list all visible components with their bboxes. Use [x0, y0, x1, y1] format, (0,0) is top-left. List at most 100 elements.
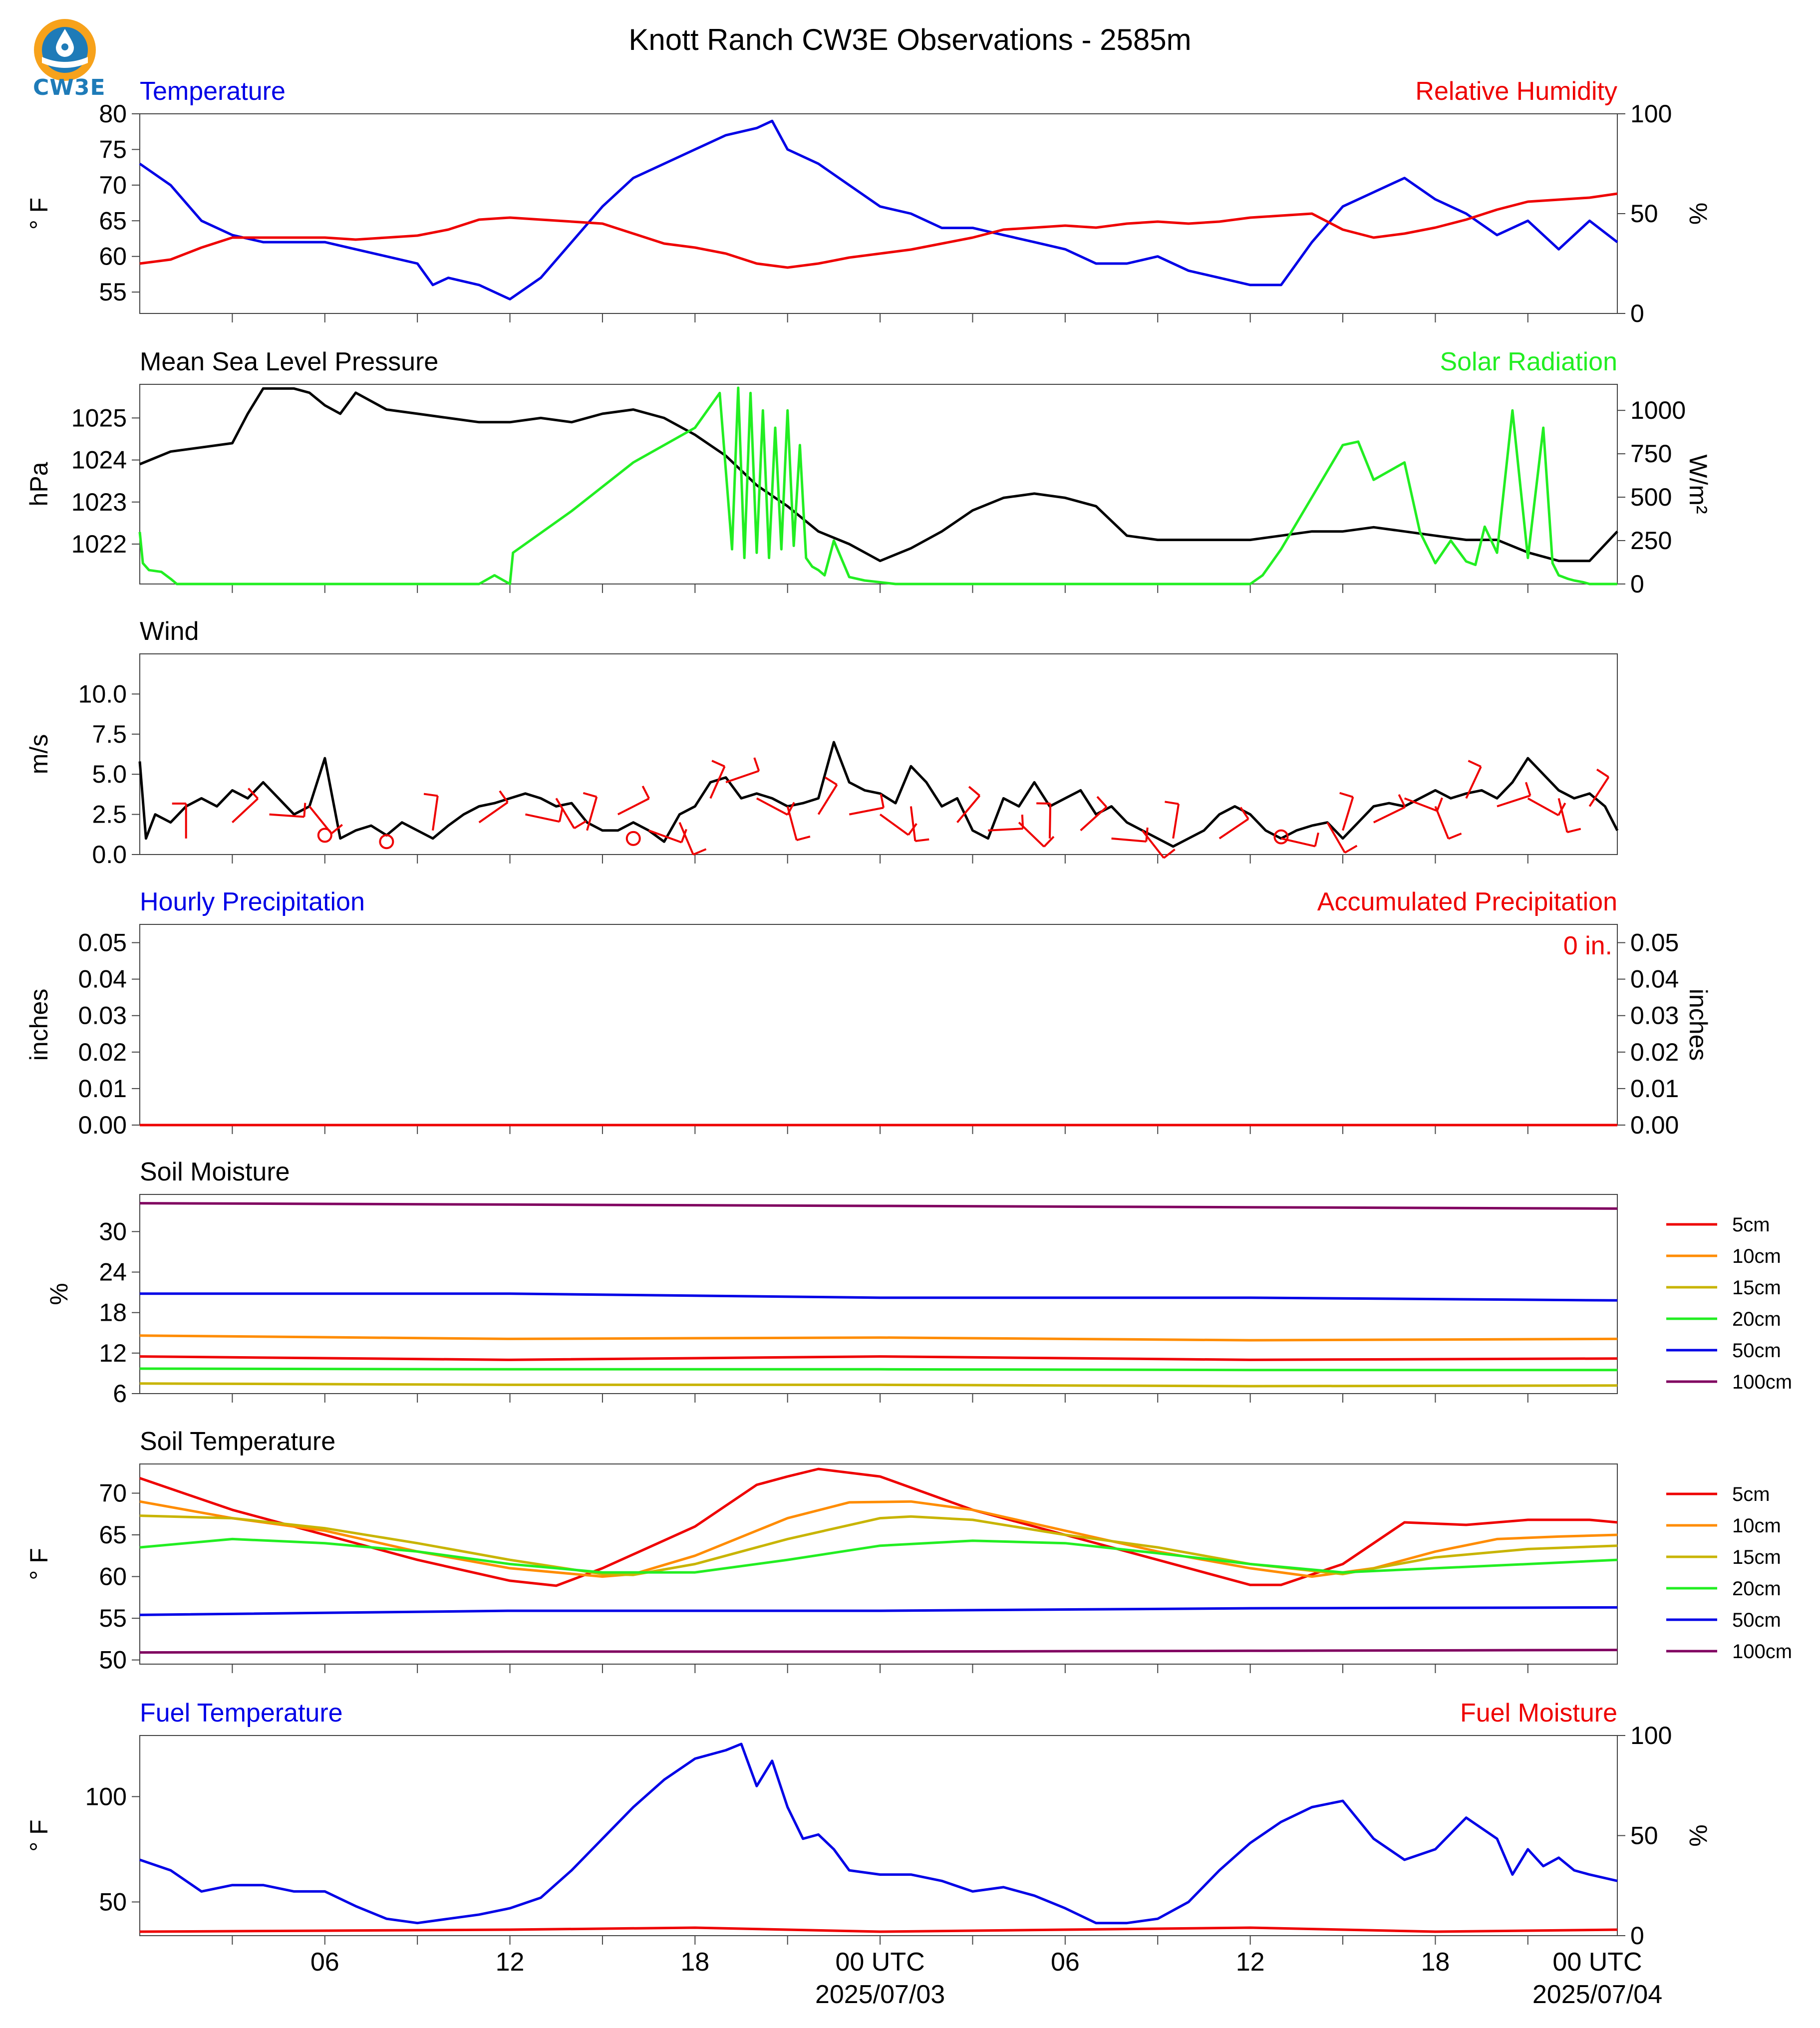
x-tick-label: 18	[680, 1948, 709, 1977]
y-axis-label-left: ° F	[25, 1548, 53, 1580]
wind-barb	[1218, 818, 1249, 840]
y-tick-label-left: 55	[99, 278, 127, 306]
series-line	[139, 1606, 1618, 1616]
series-line	[139, 1382, 1618, 1388]
accumulated-annotation: 0 in.	[1563, 931, 1612, 960]
panel-title-right: Fuel Moisture	[1460, 1699, 1617, 1728]
wind-barb-flag	[880, 794, 885, 808]
legend-label: 15cm	[1732, 1546, 1781, 1568]
wind-barb	[1465, 766, 1482, 799]
y-tick-label-right: 0.05	[1630, 929, 1679, 957]
wind-barb-flag	[908, 823, 917, 836]
y-tick-label-left: 0.01	[78, 1075, 127, 1103]
wind-barb	[648, 829, 682, 844]
y-tick-label-right: 0.00	[1630, 1111, 1679, 1139]
wind-barb	[678, 822, 694, 855]
y-tick-label-left: 1025	[71, 404, 127, 432]
wind-barb-flag	[248, 788, 259, 800]
wind-barb	[1373, 806, 1406, 824]
wind-barb-flag	[1436, 797, 1443, 812]
wind-barb	[786, 806, 798, 841]
wind-barb	[956, 795, 981, 823]
wind-barb-flag	[711, 760, 725, 768]
y-tick-label-left: 50	[99, 1888, 127, 1916]
panel-title-left: Mean Sea Level Pressure	[140, 347, 438, 376]
legend-label: 5cm	[1732, 1214, 1770, 1236]
y-tick-label-left: 0.00	[78, 1111, 127, 1139]
y-tick-label-left: 24	[99, 1258, 127, 1286]
logo-text: CW3E	[33, 75, 106, 100]
cw3e-logo: CW3E	[30, 15, 105, 105]
y-tick-label-left: 1022	[71, 530, 127, 558]
y-tick-label-left: 75	[99, 135, 127, 163]
y-axis-label-right: inches	[1684, 989, 1712, 1061]
wind-barb-flag	[303, 803, 306, 817]
y-tick-label-left: 12	[99, 1339, 127, 1367]
series-line	[138, 386, 1617, 585]
wind-barb-flag	[753, 757, 760, 772]
wind-barb-flag	[968, 786, 980, 797]
y-tick-label-left: 70	[99, 171, 127, 199]
legend-label: 100cm	[1732, 1371, 1792, 1393]
calm-wind-circle	[625, 831, 641, 846]
y-tick-label-right: 50	[1630, 200, 1658, 228]
wind-barb	[1342, 797, 1354, 831]
y-tick-label-right: 100	[1630, 1722, 1672, 1749]
y-axis-label-right: %	[1684, 1824, 1712, 1846]
panel-frame	[139, 1735, 1618, 1936]
series-line	[140, 1292, 1618, 1302]
y-tick-label-left: 18	[99, 1299, 127, 1327]
x-tick-label: 12	[496, 1948, 525, 1977]
panel-3	[132, 653, 1619, 864]
y-tick-label-left: 70	[99, 1479, 127, 1507]
y-tick-label-right: 50	[1630, 1822, 1658, 1850]
series-line	[139, 1334, 1618, 1342]
y-tick-label-right: 750	[1630, 440, 1672, 468]
x-tick-label: 12	[1236, 1948, 1265, 1977]
y-axis-label-left: hPa	[25, 462, 53, 506]
y-tick-label-left: 50	[99, 1646, 127, 1674]
panel-title-right: Accumulated Precipitation	[1317, 887, 1617, 916]
series-line	[139, 1742, 1618, 1925]
wind-barb	[1404, 797, 1438, 812]
wind-barb	[525, 813, 560, 823]
wind-barb	[1080, 806, 1108, 832]
wind-barb-flag	[824, 776, 838, 786]
panel-title-right: Solar Radiation	[1440, 347, 1617, 376]
x-tick-label: 00 UTC	[1552, 1948, 1642, 1977]
panel-5	[132, 1194, 1717, 1403]
legend-label: 20cm	[1732, 1578, 1781, 1600]
panel-title-left: Fuel Temperature	[140, 1699, 343, 1728]
wind-barb	[586, 796, 598, 831]
x-tick-label: 06	[1051, 1948, 1080, 1977]
y-tick-label-left: 100	[85, 1782, 127, 1810]
legend-label: 5cm	[1732, 1483, 1770, 1505]
panel-6	[132, 1463, 1717, 1673]
y-axis-label-left: inches	[25, 989, 53, 1061]
wind-barb-flag	[1165, 801, 1179, 805]
wind-barb	[988, 828, 1023, 832]
y-tick-label-right: 0	[1630, 1922, 1644, 1950]
calm-wind-circle	[317, 828, 332, 843]
wind-barb	[709, 766, 726, 799]
legend-label: 15cm	[1732, 1277, 1781, 1299]
y-tick-label-right: 0.04	[1630, 965, 1679, 993]
wind-barb	[617, 798, 650, 816]
wind-barb	[849, 807, 884, 816]
wind-barb-flag	[1344, 845, 1358, 854]
wind-barb-flag	[1468, 760, 1482, 768]
y-tick-label-right: 100	[1630, 100, 1672, 128]
wind-barb	[1588, 776, 1610, 807]
wind-barb	[756, 797, 788, 816]
panel-title-right: Relative Humidity	[1415, 77, 1617, 106]
wind-barb-flag	[796, 835, 811, 842]
wind-barb-flag	[1398, 794, 1406, 808]
wind-barb-flag	[1145, 827, 1149, 842]
y-tick-label-left: 60	[99, 243, 127, 271]
y-tick-label-left: 7.5	[92, 720, 127, 748]
y-tick-label-left: 1024	[71, 446, 127, 474]
x-date-label: 2025/07/03	[815, 1980, 945, 2009]
wind-barb	[1557, 798, 1568, 833]
wind-barb-flag	[499, 790, 509, 803]
wind-barb-flag	[680, 829, 687, 843]
